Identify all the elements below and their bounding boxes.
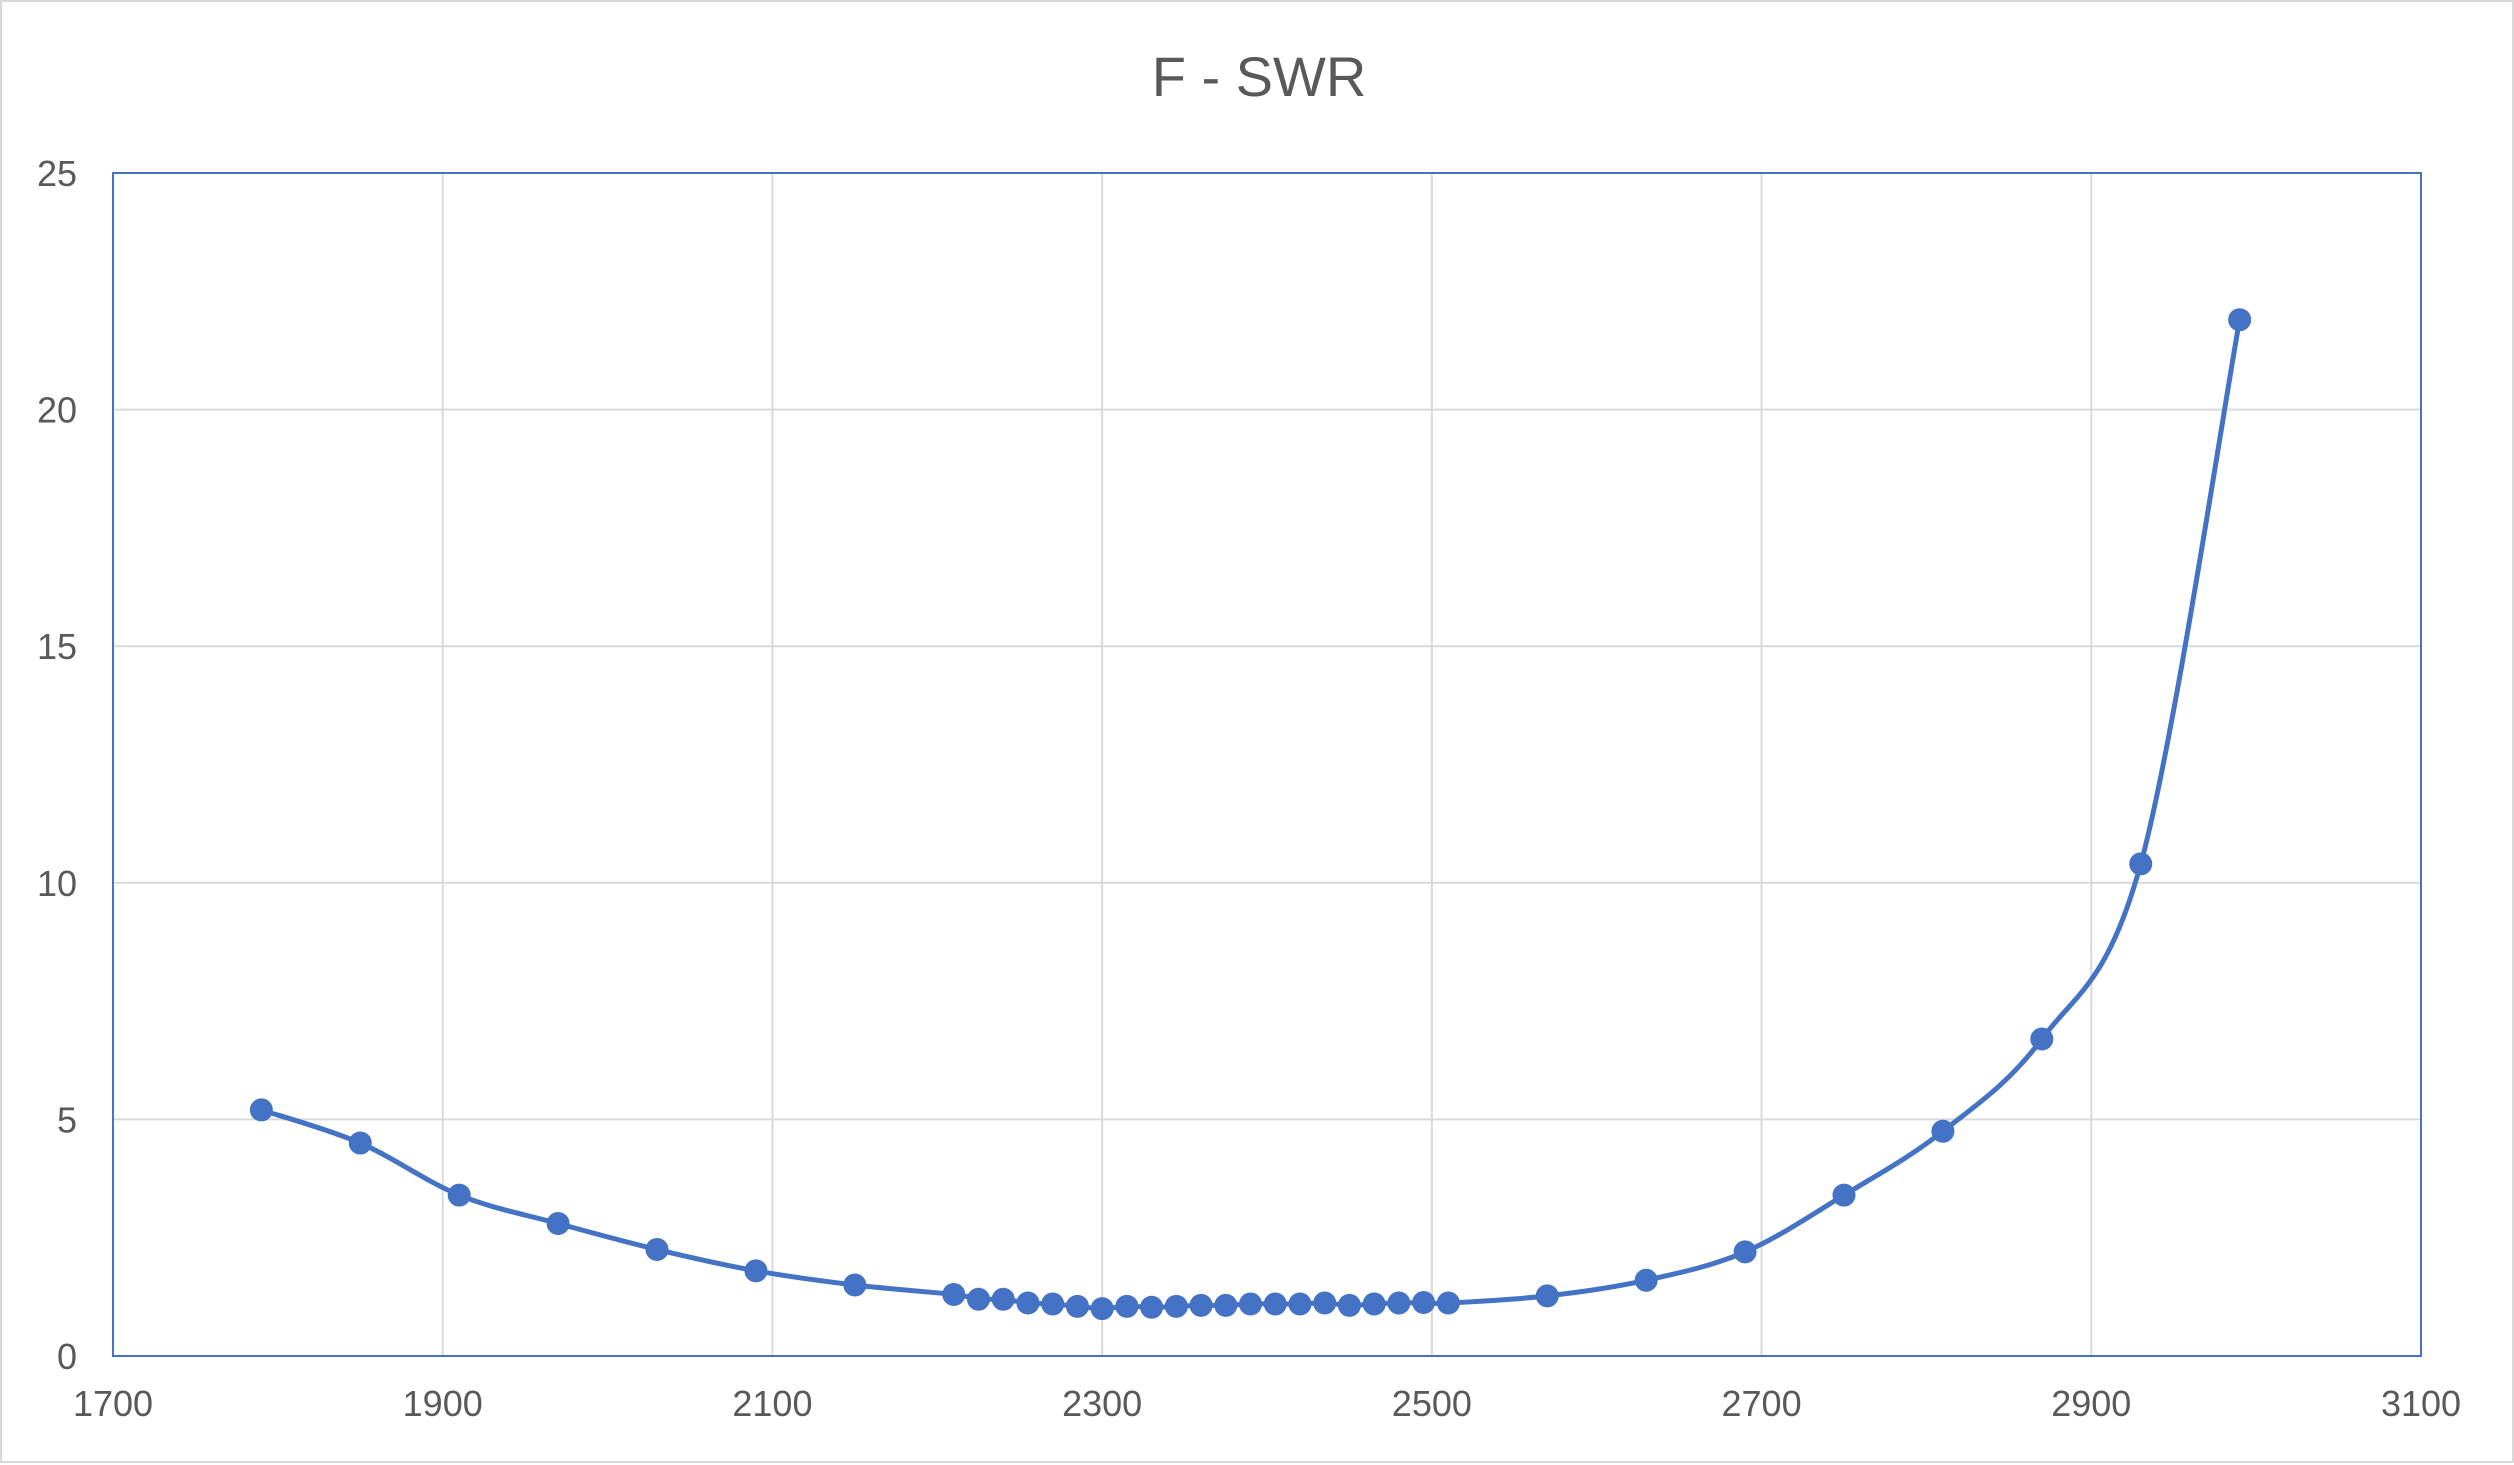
data-point-11 [1041, 1292, 1065, 1316]
data-point-12 [1065, 1294, 1089, 1318]
data-point-15 [1140, 1295, 1164, 1319]
grid-layer [112, 172, 2422, 1357]
x-axis-ticks: 1700 1900 2100 2300 2500 2700 2900 3100 [73, 1383, 2461, 1424]
data-point-7 [942, 1282, 966, 1306]
data-point-23 [1337, 1293, 1361, 1317]
series-line [258, 317, 2243, 1312]
data-point-17 [1189, 1293, 1213, 1317]
y-tick-label-0: 0 [57, 1336, 77, 1377]
data-points-layer [249, 308, 2252, 1321]
data-point-5 [744, 1259, 768, 1283]
data-point-22 [1313, 1291, 1337, 1315]
x-tick-label-0: 1700 [73, 1383, 153, 1424]
data-point-16 [1164, 1294, 1188, 1318]
data-point-30 [1733, 1240, 1757, 1264]
y-tick-label-2: 10 [37, 863, 77, 904]
data-point-4 [645, 1238, 669, 1262]
data-point-21 [1288, 1292, 1312, 1316]
data-point-26 [1412, 1291, 1436, 1315]
x-tick-label-4: 2500 [1392, 1383, 1472, 1424]
data-point-34 [2129, 852, 2153, 876]
data-point-31 [1832, 1183, 1856, 1207]
data-point-20 [1263, 1292, 1287, 1316]
chart-title: F - SWR [1152, 45, 1367, 108]
data-point-13 [1090, 1297, 1114, 1321]
data-point-0 [249, 1098, 273, 1122]
data-point-33 [2030, 1027, 2054, 1051]
x-tick-label-1: 1900 [403, 1383, 483, 1424]
data-point-14 [1115, 1294, 1139, 1318]
x-tick-label-2: 2100 [732, 1383, 812, 1424]
x-tick-label-5: 2700 [1722, 1383, 1802, 1424]
data-point-24 [1362, 1292, 1386, 1316]
y-axis-ticks: 0 5 10 15 20 25 [37, 153, 77, 1377]
data-point-25 [1387, 1291, 1411, 1315]
data-point-27 [1436, 1291, 1460, 1315]
data-point-28 [1535, 1284, 1559, 1308]
x-tick-label-3: 2300 [1062, 1383, 1142, 1424]
y-tick-label-3: 15 [37, 626, 77, 667]
plot-border-layer [112, 172, 2422, 1357]
data-point-2 [447, 1183, 471, 1207]
y-tick-label-5: 25 [37, 153, 77, 194]
data-point-8 [967, 1287, 990, 1311]
data-point-19 [1239, 1292, 1263, 1316]
plot-area-border [112, 172, 2422, 1357]
y-tick-label-4: 20 [37, 390, 77, 431]
data-point-29 [1634, 1268, 1658, 1292]
series-line-layer [258, 317, 2243, 1312]
data-point-3 [546, 1212, 570, 1236]
data-point-32 [1931, 1119, 1955, 1143]
data-point-10 [1016, 1291, 1040, 1315]
data-point-35 [2228, 308, 2252, 332]
data-point-18 [1214, 1293, 1238, 1317]
y-tick-label-1: 5 [57, 1099, 77, 1140]
x-tick-label-7: 3100 [2381, 1383, 2461, 1424]
data-point-6 [843, 1273, 867, 1297]
x-tick-label-6: 2900 [2051, 1383, 2131, 1424]
data-point-9 [991, 1287, 1015, 1311]
data-point-1 [348, 1131, 372, 1155]
